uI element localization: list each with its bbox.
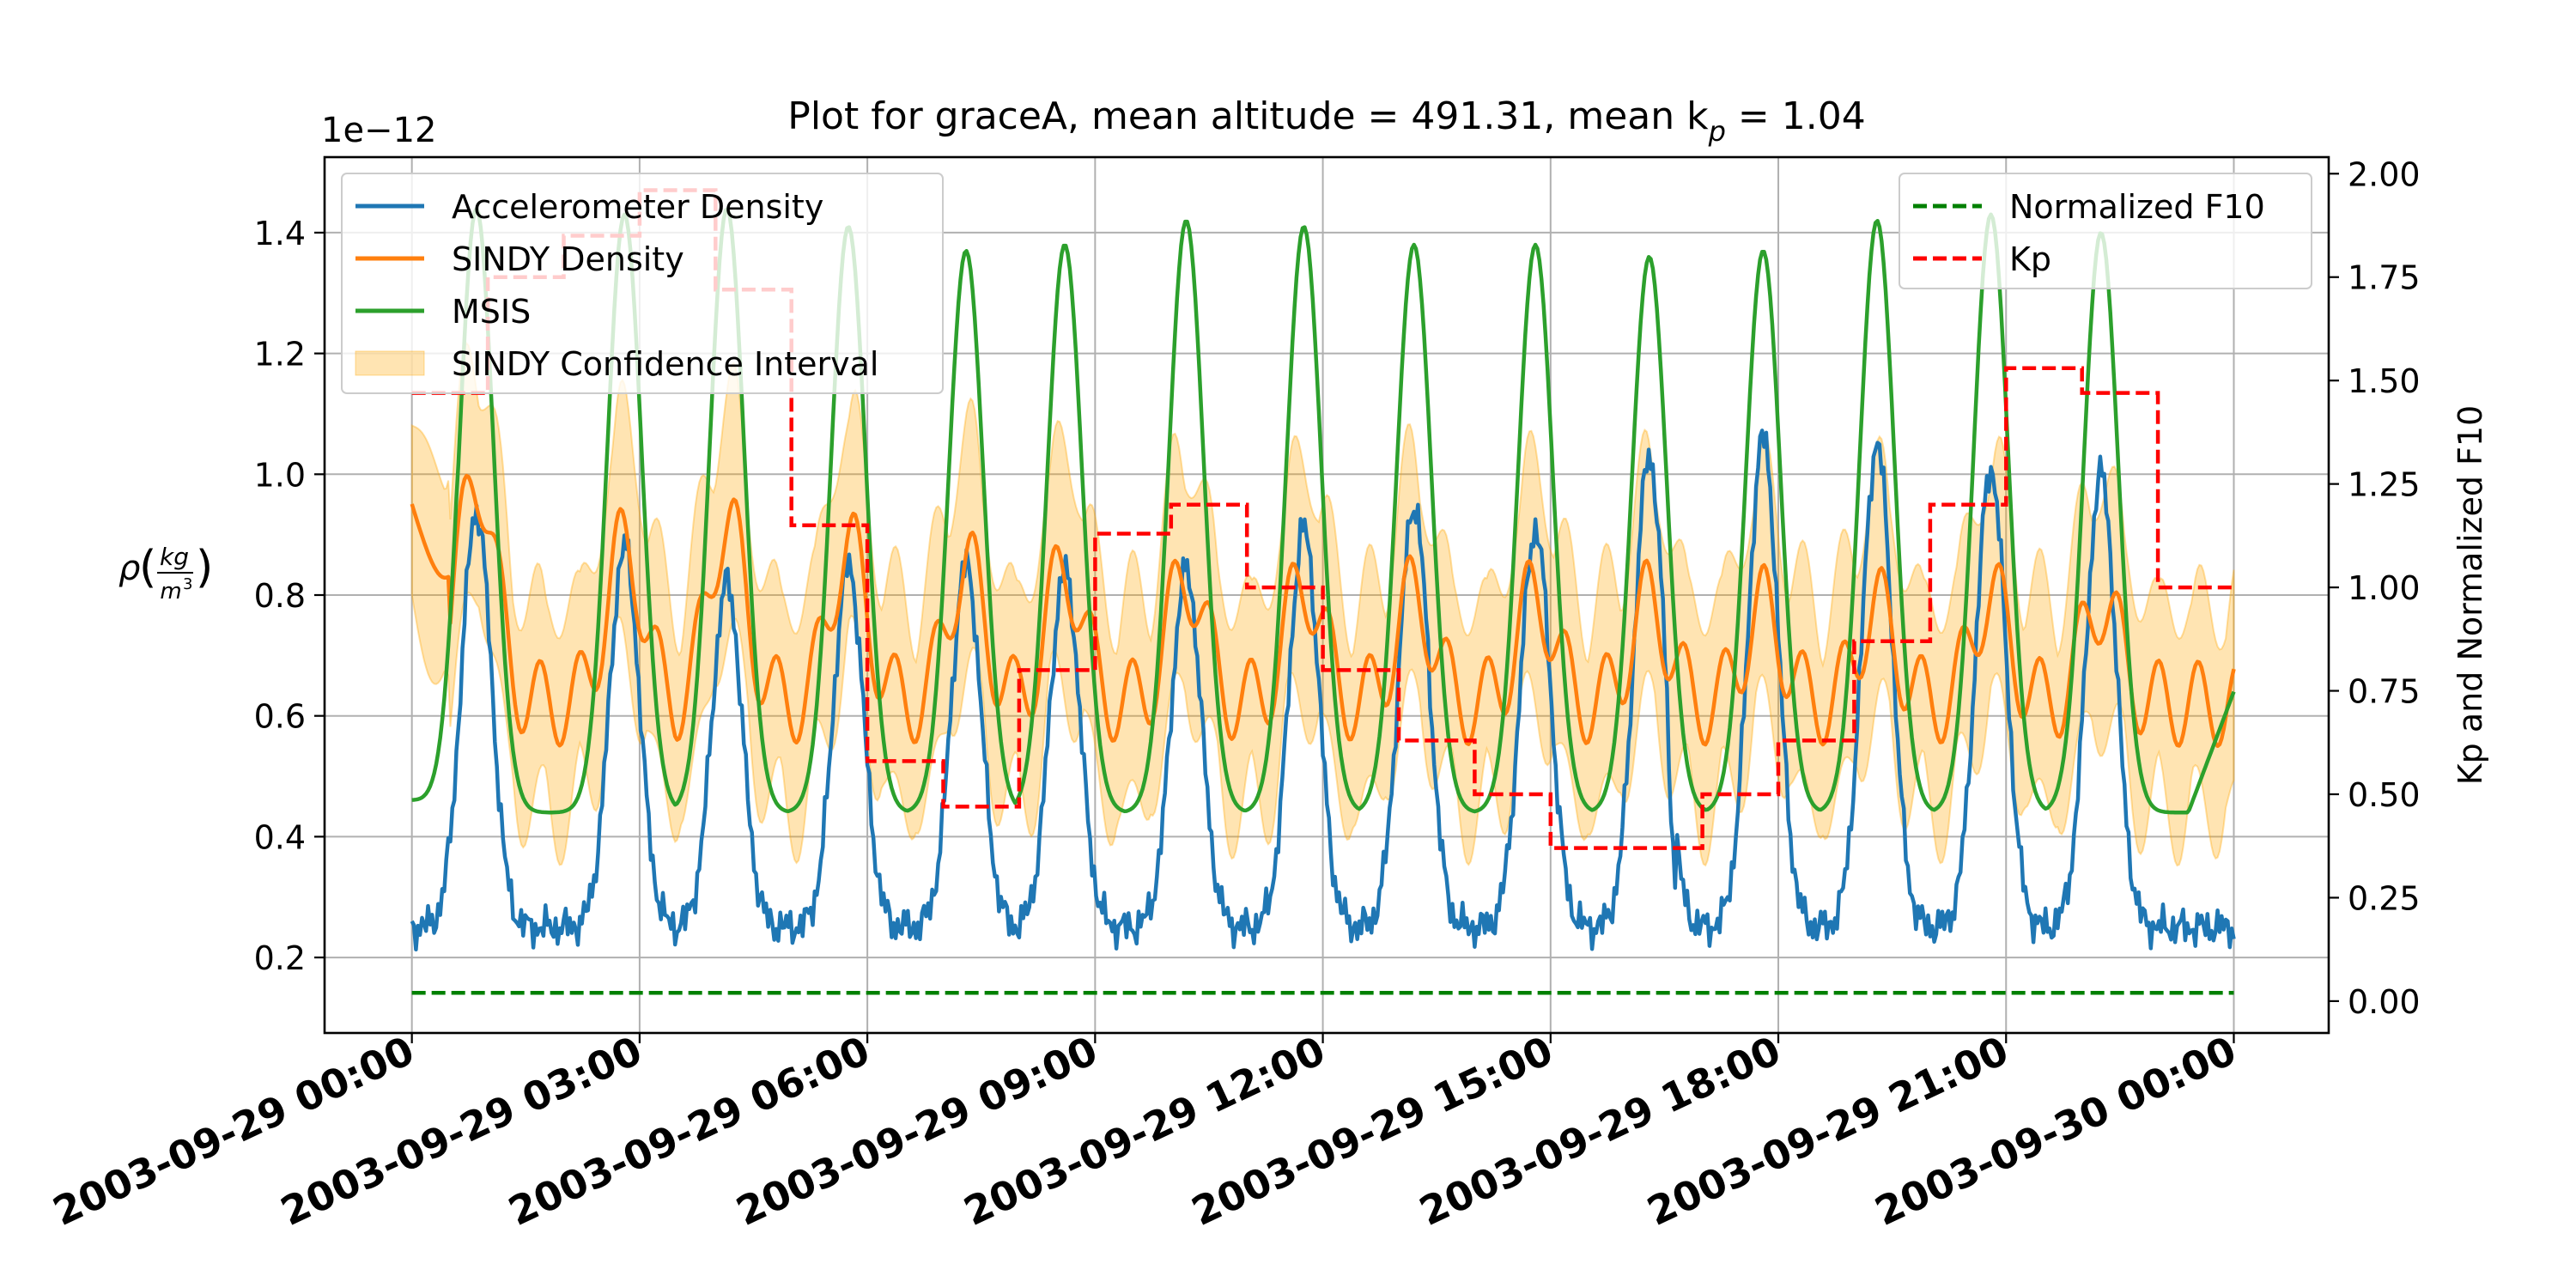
legend-box — [1899, 173, 2312, 289]
legend-label: SINDY Density — [452, 240, 684, 278]
y-left-tick-label: 1.2 — [254, 336, 306, 374]
chart-title: Plot for graceA, mean altitude = 491.31,… — [787, 94, 1865, 148]
y-left-tick-label: 1.4 — [254, 215, 306, 252]
left-offset-text: 1e−12 — [321, 111, 436, 150]
y-left-tick-label: 0.4 — [254, 818, 306, 856]
svg-text:3: 3 — [183, 575, 192, 593]
legend-label: SINDY Confidence Interval — [452, 345, 879, 383]
legend-box — [341, 173, 944, 394]
y-left-tick-label: 0.2 — [254, 939, 306, 977]
y-right-tick-label: 0.25 — [2348, 879, 2421, 917]
legend-label: Normalized F10 — [2009, 188, 2265, 226]
y-right-tick-label: 1.50 — [2348, 362, 2421, 400]
svg-text:ρ: ρ — [118, 549, 140, 588]
legend-left: Accelerometer Density SINDY Density MSIS SI… — [341, 173, 944, 394]
svg-text:): ) — [196, 542, 213, 593]
y-right-tick-label: 0.00 — [2348, 983, 2421, 1021]
svg-text:m: m — [160, 579, 181, 605]
y-left-tick-label: 0.8 — [254, 577, 306, 615]
series-accelerometer-density — [410, 428, 2236, 952]
y-right-tick-label: 2.00 — [2348, 155, 2421, 193]
title-subscript: p — [1708, 115, 1726, 148]
y-right-tick-label: 1.75 — [2348, 259, 2421, 297]
legend-label: Kp — [2009, 240, 2051, 278]
y-right-tick-label: 1.25 — [2348, 466, 2421, 504]
series-kp — [411, 188, 2234, 850]
y-right-tick-label: 1.00 — [2348, 569, 2421, 607]
y-left-tick-label: 1.0 — [254, 456, 306, 494]
title-tail: = 1.04 — [1726, 94, 1866, 138]
y-right-tick-label: 0.75 — [2348, 673, 2421, 711]
y-right-tick-label: 0.50 — [2348, 776, 2421, 814]
y-axis-label-right: Kp and Normalized F10 — [2451, 405, 2489, 785]
svg-text:kg: kg — [160, 543, 189, 571]
legend-label: MSIS — [452, 293, 531, 331]
y-left-tick-label: 0.6 — [254, 698, 306, 736]
legend-swatch — [355, 350, 425, 376]
legend-label: Accelerometer Density — [452, 188, 823, 226]
y-axis-label-left: ρ ( kg m 3 ) — [118, 542, 213, 605]
legend-right: Normalized F10 Kp — [1899, 173, 2312, 289]
svg-text:(: ( — [139, 542, 156, 593]
